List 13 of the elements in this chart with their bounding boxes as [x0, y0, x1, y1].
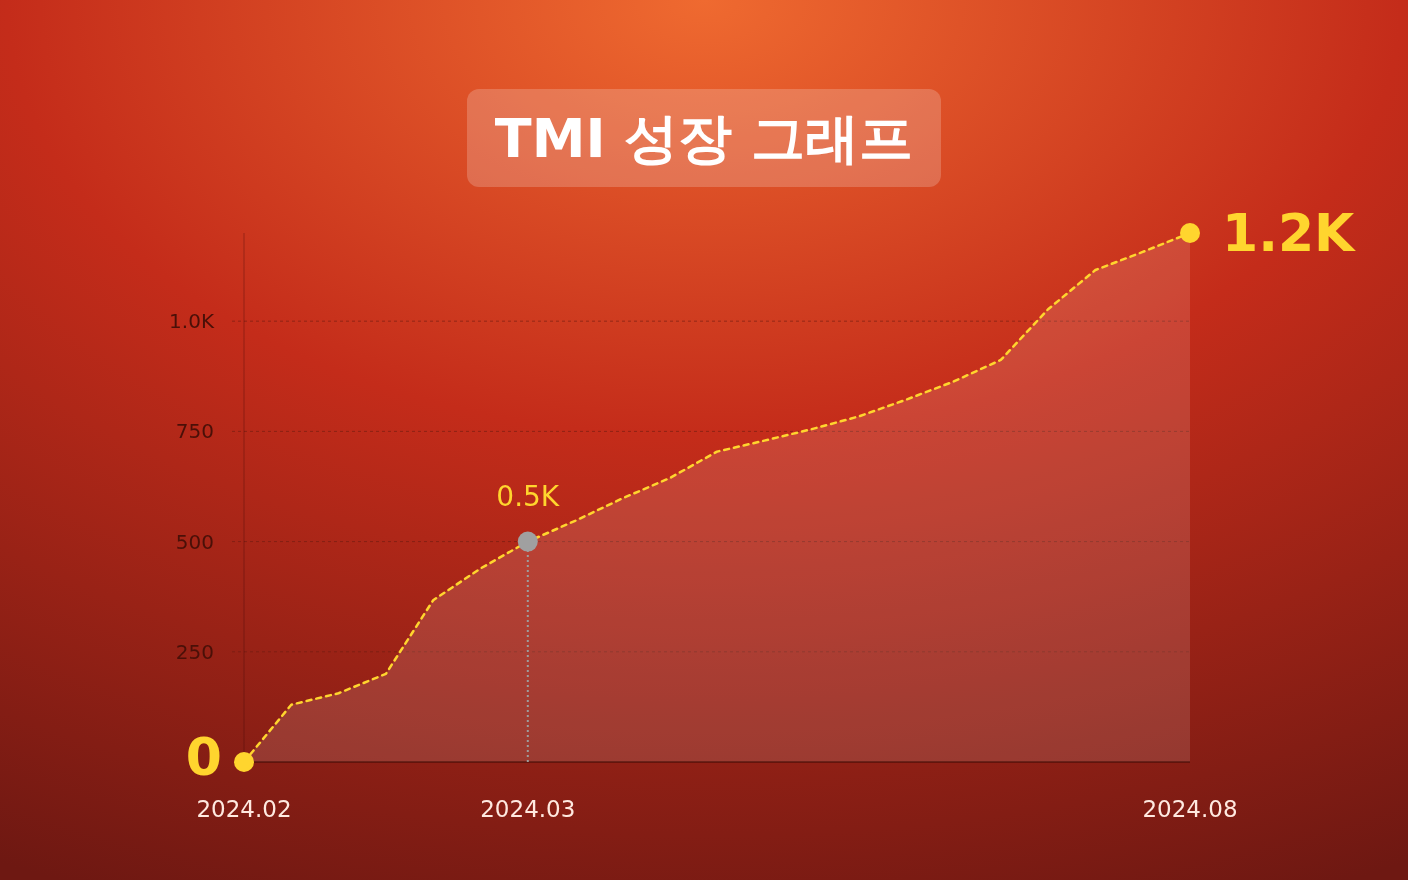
annotation: 1.2K [1222, 203, 1357, 263]
annotation: 0.5K [496, 479, 560, 513]
x-tick-label: 2024.03 [480, 796, 576, 822]
y-tick-label: 750 [175, 419, 214, 444]
x-tick-label: 2024.02 [196, 796, 292, 822]
point [1180, 223, 1200, 243]
y-tick-label: 500 [175, 529, 214, 554]
point [234, 752, 254, 772]
chart-title: TMI 성장 그래프 [494, 107, 914, 170]
y-tick-label: 1.0K [169, 309, 215, 334]
x-tick-label: 2024.08 [1142, 796, 1238, 822]
annotation: 0 [185, 727, 222, 787]
y-tick-label: 250 [175, 639, 214, 664]
